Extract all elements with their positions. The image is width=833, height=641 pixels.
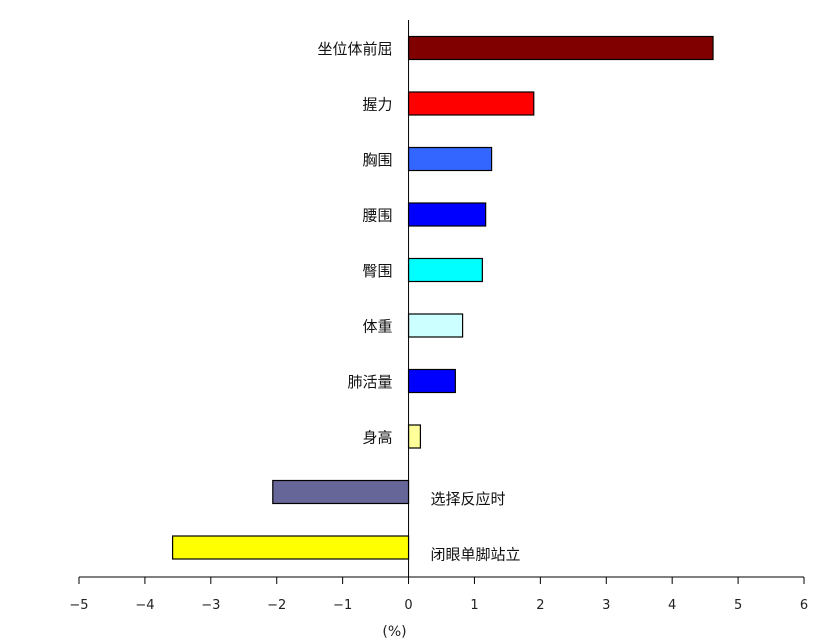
bar-9 — [171, 535, 410, 560]
category-label-3: 腰围 — [363, 207, 393, 225]
bar-1 — [407, 91, 535, 116]
bars-group — [171, 35, 714, 560]
x-tick-label-4: −1 — [333, 598, 352, 613]
x-tick-label-8: 3 — [602, 598, 610, 613]
category-label-9: 闭眼单脚站立 — [431, 546, 521, 564]
x-tick-label-10: 5 — [734, 598, 742, 613]
category-label-6: 肺活量 — [348, 373, 393, 391]
bar-0 — [407, 35, 714, 61]
x-tick-label-2: −3 — [201, 598, 220, 613]
x-tick-label-3: −2 — [267, 598, 286, 613]
category-label-1: 握力 — [363, 96, 393, 114]
bar-3 — [407, 202, 487, 227]
category-label-2: 胸围 — [363, 151, 393, 169]
bar-6 — [407, 368, 456, 394]
category-label-8: 选择反应时 — [431, 490, 506, 508]
bar-5 — [407, 313, 464, 338]
bar-2 — [407, 146, 493, 172]
x-tick-label-7: 2 — [536, 598, 544, 613]
x-axis-title: (%) — [382, 624, 406, 640]
category-label-5: 体重 — [363, 318, 393, 336]
x-tick-label-11: 6 — [800, 598, 808, 613]
category-label-0: 坐位体前屈 — [318, 40, 393, 58]
bar-4 — [407, 257, 483, 283]
bar-7 — [407, 424, 422, 449]
x-tick-label-0: −5 — [69, 598, 88, 613]
category-label-7: 身高 — [363, 429, 393, 447]
bar-8 — [272, 479, 410, 505]
x-tick-label-6: 1 — [470, 598, 478, 613]
x-axis-ticks: −5 −4 −3 −2 −1 0 1 2 3 4 5 6 — [69, 577, 808, 613]
x-tick-label-9: 4 — [668, 598, 676, 613]
x-tick-label-5: 0 — [404, 598, 412, 613]
category-label-4: 臀围 — [363, 262, 393, 280]
x-tick-label-1: −4 — [135, 598, 154, 613]
